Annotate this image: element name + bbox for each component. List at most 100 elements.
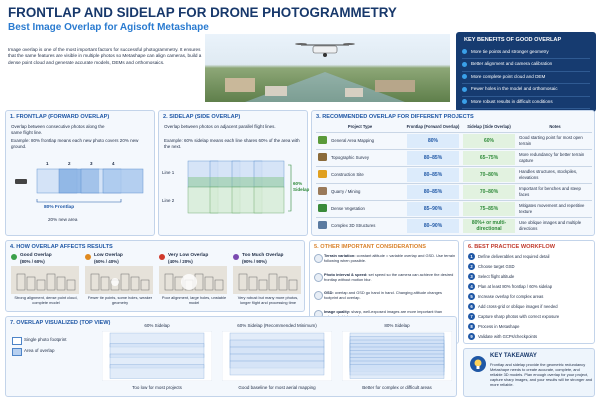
step-number: 3 bbox=[468, 273, 475, 280]
table-cell: 70–80% bbox=[463, 167, 515, 182]
row-divider bbox=[316, 200, 592, 201]
table-panel: 3. RECOMMENDED OVERLAP FOR DIFFERENT PRO… bbox=[311, 110, 595, 236]
case-ratio: (60% / 40%) bbox=[94, 259, 119, 264]
visualized-panel: 7. OVERLAP VISUALIZED (TOP VIEW) Single … bbox=[5, 316, 457, 397]
case-label: Too Much Overlap bbox=[242, 253, 284, 258]
intro: Image overlap is one of the most importa… bbox=[8, 47, 202, 65]
case-description: Fewer tie points, some holes, weaker geo… bbox=[87, 295, 153, 305]
panel-caption: Good baseline for most aerial mapping bbox=[238, 385, 316, 390]
item-term: Image quality: bbox=[324, 308, 351, 314]
case-label: Very Low Overlap bbox=[168, 253, 209, 258]
takeaway-text: Frontlap and sidelap provide the geometr… bbox=[490, 362, 593, 388]
status-badge bbox=[159, 254, 165, 260]
structure bbox=[26, 276, 36, 291]
status-badge bbox=[233, 254, 239, 260]
photo-number: 1 bbox=[46, 161, 49, 166]
check-icon bbox=[462, 86, 467, 92]
structure bbox=[100, 276, 110, 291]
section-title: 4. HOW OVERLAP AFFECTS RESULTS bbox=[10, 244, 113, 250]
step-text: Select flight altitude bbox=[478, 274, 515, 279]
panel-label: 60% Sidelap bbox=[144, 323, 170, 328]
check-icon bbox=[462, 49, 467, 54]
line-label: Line 1 bbox=[162, 170, 175, 175]
step-text: Process in Metashape bbox=[478, 324, 520, 329]
step-text: Increase overlap for complex areas bbox=[478, 294, 544, 299]
table-cell: 70–80% bbox=[463, 184, 515, 199]
structure bbox=[46, 273, 56, 291]
item-text: GSD: overlap and GSD go hand in hand. Ch… bbox=[324, 290, 456, 300]
section-title: 3. RECOMMENDED OVERLAP FOR DIFFERENT PRO… bbox=[316, 114, 474, 120]
structure bbox=[258, 279, 268, 291]
status-badge bbox=[11, 254, 17, 260]
table-cell: Handles structures, stockpiles, elevatio… bbox=[519, 169, 578, 180]
panel-label: 80% Sidelap bbox=[384, 323, 410, 328]
step-text: Define deliverables and required detail bbox=[478, 254, 550, 259]
case-ratio: (90% / 90%) bbox=[242, 259, 267, 264]
new-area-label: 20% new area bbox=[48, 217, 78, 222]
table-cell: 60% bbox=[463, 133, 515, 148]
step-text: Plan at least 80% frontlap / 60% sidelap bbox=[478, 284, 553, 289]
table-cell: Dense Vegetation bbox=[331, 205, 365, 211]
takeaway-icon bbox=[470, 356, 486, 372]
table-cell: Good starting point for most open terrai… bbox=[519, 135, 583, 146]
table-cell: 80%+ or multi-directional bbox=[463, 218, 515, 233]
structure bbox=[268, 273, 278, 291]
takeaway-title: KEY TAKEAWAY bbox=[490, 353, 537, 359]
section-title: 2. SIDELAP (SIDE OVERLAP) bbox=[163, 114, 241, 120]
table-cell: 75–85% bbox=[463, 201, 515, 216]
step-text: Add cross-grid or oblique images if need… bbox=[478, 304, 558, 309]
line-label: Line 2 bbox=[162, 198, 175, 203]
step-number: 1 bbox=[468, 253, 475, 260]
row-divider bbox=[316, 132, 592, 133]
top-view bbox=[222, 331, 332, 381]
table-cell: 80–85% bbox=[407, 167, 459, 182]
benefit-item: Fewer holes in the model and orthomosaic bbox=[462, 86, 590, 97]
panel-caption: Better for complex or difficult areas bbox=[362, 385, 432, 390]
benefit-text: Better alignment and camera calibration bbox=[471, 61, 553, 66]
table-cell: Construction Site bbox=[331, 171, 364, 177]
sidelap-diagram bbox=[187, 160, 292, 214]
overlap-label: 80% Frontlap bbox=[44, 205, 75, 210]
item-text: Photo interval & speed: set speed so the… bbox=[324, 272, 456, 282]
row-icon bbox=[318, 204, 327, 212]
model-preview bbox=[11, 266, 79, 294]
column-header: Notes bbox=[549, 124, 561, 129]
step-number: 4 bbox=[468, 283, 475, 290]
bracket bbox=[288, 164, 292, 212]
overlap-area bbox=[188, 177, 284, 187]
structure bbox=[130, 276, 140, 291]
top-view bbox=[342, 331, 452, 381]
item-body: constant altitude = variable overlap and… bbox=[324, 253, 456, 264]
table-cell: General Area Mapping bbox=[331, 137, 374, 143]
check-icon bbox=[462, 61, 467, 67]
row-icon bbox=[318, 187, 327, 195]
table-cell: Topographic Survey bbox=[331, 154, 369, 160]
photo-number: 2 bbox=[68, 161, 71, 166]
step-text: Validate with GCPs/checkpoints bbox=[478, 334, 538, 339]
structure bbox=[248, 276, 258, 291]
row-icon bbox=[318, 153, 327, 161]
structure bbox=[120, 273, 130, 291]
step-number: 2 bbox=[468, 263, 475, 270]
bracket bbox=[36, 199, 122, 203]
table-cell: Quarry / Mining bbox=[331, 188, 361, 194]
check-icon bbox=[462, 99, 467, 104]
case-ratio: (80% / 60%) bbox=[20, 259, 45, 264]
case-description: Very robust but many more photos, longer… bbox=[237, 295, 299, 305]
photo-number: 3 bbox=[90, 161, 93, 166]
status-badge bbox=[85, 254, 91, 260]
drone-landscape bbox=[205, 34, 450, 102]
column-header: Frontlap (Forward Overlap) bbox=[406, 124, 460, 129]
description: Overlap between consecutive photos along… bbox=[11, 124, 105, 135]
model-preview bbox=[85, 266, 153, 294]
benefit-item: More robust results in difficult conditi… bbox=[462, 98, 590, 109]
step-number: 9 bbox=[468, 333, 475, 340]
frontlap-diagram bbox=[15, 168, 144, 203]
table-cell: 80% bbox=[407, 133, 459, 148]
item-term: GSD: bbox=[324, 290, 334, 295]
top-view bbox=[102, 331, 212, 381]
legend-swatch bbox=[12, 348, 22, 356]
benefit-text: More robust results in difficult conditi… bbox=[471, 98, 553, 104]
row-divider bbox=[316, 183, 592, 184]
